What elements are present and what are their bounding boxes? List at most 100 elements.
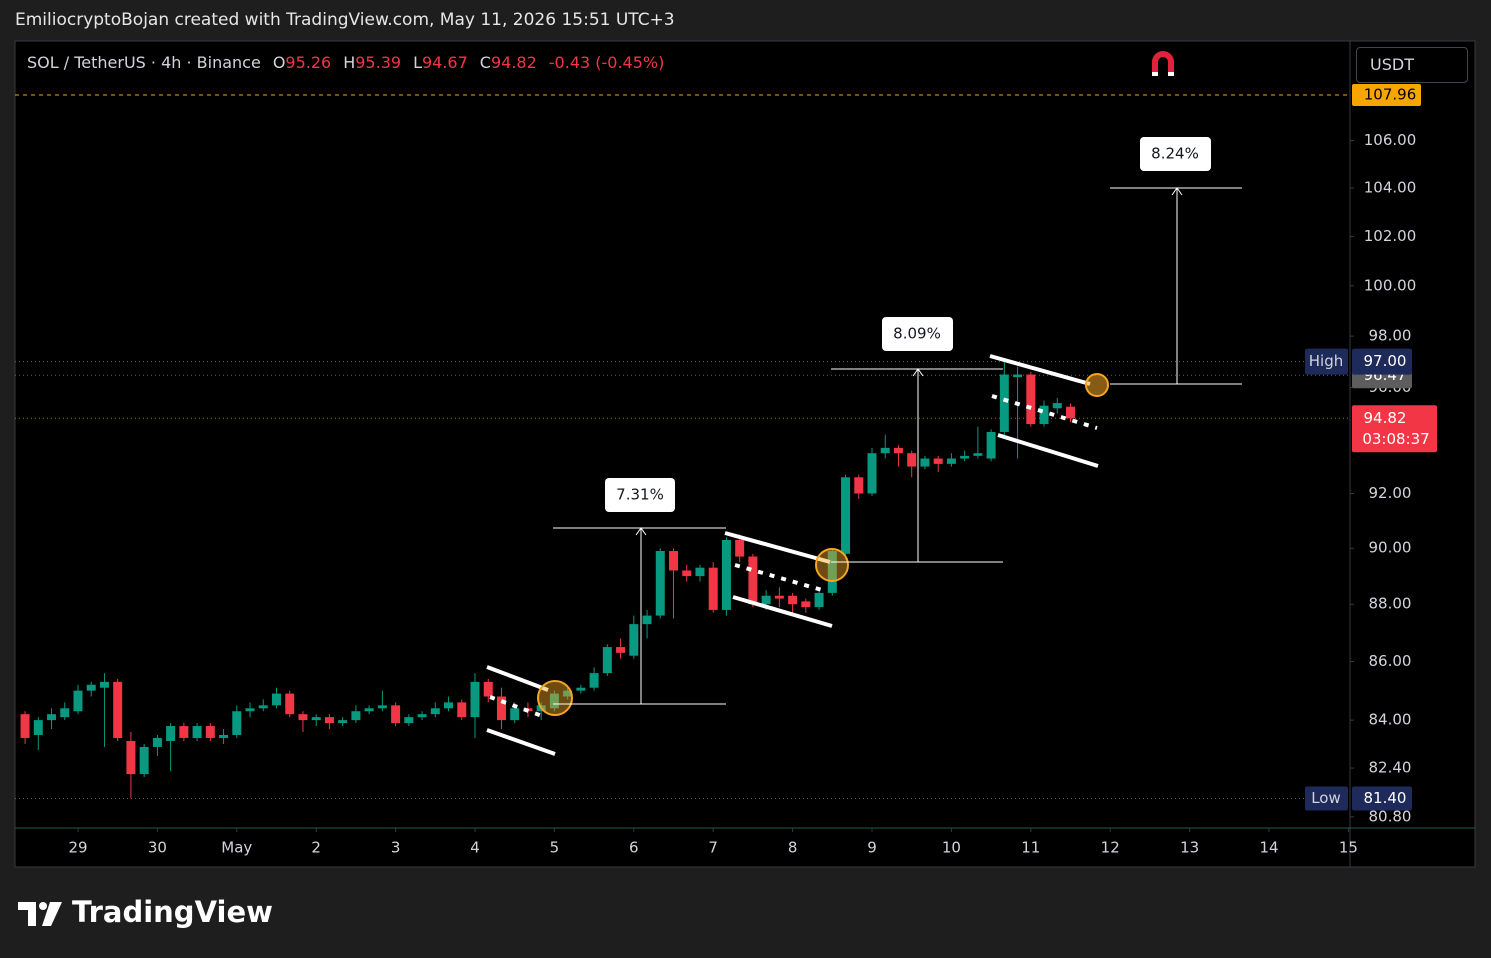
candle-body xyxy=(271,693,281,706)
y-tick-label: 84.00 xyxy=(1369,711,1412,729)
candle-body xyxy=(893,447,903,454)
candle-body xyxy=(1066,406,1076,419)
candle-body xyxy=(457,702,467,718)
flag-mid xyxy=(489,695,546,719)
candle-body xyxy=(166,726,176,741)
annotation: 8.24% xyxy=(1151,145,1199,163)
brand-logo xyxy=(39,902,47,910)
candle-body xyxy=(827,551,837,593)
drawings xyxy=(486,187,1242,756)
candle-body xyxy=(907,453,917,467)
candle-body xyxy=(841,477,851,554)
x-tick-label: 15 xyxy=(1339,839,1358,857)
annotation-box xyxy=(1140,137,1211,171)
candle-body xyxy=(761,595,771,605)
candle-body xyxy=(391,705,401,724)
candle-body xyxy=(669,551,679,571)
breakout-circle xyxy=(537,680,573,716)
x-tick-label: 8 xyxy=(788,839,798,857)
last-price-bg xyxy=(1352,405,1437,453)
x-tick-label: 10 xyxy=(942,839,961,857)
x-tick-label: 13 xyxy=(1180,839,1199,857)
y-tick-label: 86.00 xyxy=(1369,652,1412,670)
candle-body xyxy=(113,681,123,738)
magnet-tip xyxy=(1152,72,1158,76)
x-tick-label: 12 xyxy=(1101,839,1120,857)
legend-value: 94.82 xyxy=(490,53,537,72)
candle-body xyxy=(854,477,864,494)
candle-body xyxy=(298,714,308,721)
legend-key: C xyxy=(479,53,491,72)
candle-body xyxy=(563,690,573,697)
candle-body xyxy=(946,458,956,464)
annotation-box xyxy=(882,317,953,351)
candle-body xyxy=(867,453,877,494)
low-label-bg xyxy=(1352,786,1412,811)
candle-body xyxy=(801,601,811,608)
brand-logo xyxy=(18,902,36,926)
candle-body xyxy=(589,673,599,688)
candle-body xyxy=(73,690,83,712)
candle-body xyxy=(404,717,414,724)
candle-body xyxy=(920,458,930,467)
y-tick-label: 102.00 xyxy=(1364,227,1417,245)
candle-body xyxy=(99,681,109,688)
magnet xyxy=(1152,51,1174,76)
credit: EmiliocryptoBojan created with TradingVi… xyxy=(15,10,675,30)
flag-line xyxy=(989,354,1091,386)
x-tick-label: 7 xyxy=(708,839,718,857)
magnet-icon xyxy=(1152,51,1174,76)
low-tag-bg xyxy=(1305,786,1348,811)
candle-body xyxy=(616,647,626,653)
x-tick-label: 9 xyxy=(867,839,877,857)
candle-body xyxy=(735,539,745,557)
y-tick-label: 82.40 xyxy=(1369,759,1412,777)
candle-body xyxy=(444,702,454,709)
arrow-head xyxy=(1171,187,1183,196)
candle-body xyxy=(60,708,70,718)
candle-body xyxy=(602,647,612,674)
candle-body xyxy=(788,595,798,605)
annotation: 8.09% xyxy=(893,325,941,343)
candle-body xyxy=(139,746,149,775)
legend-key: O xyxy=(272,53,286,72)
flag-line xyxy=(724,531,831,564)
legend: SOL / TetherUS · 4h · Binance O 95.26 H 95… xyxy=(27,53,664,72)
candle-body xyxy=(417,714,427,718)
candle-body xyxy=(311,717,321,721)
annotation: 7.31% xyxy=(616,486,664,504)
candle-body xyxy=(47,714,57,721)
low-label: 81.40 xyxy=(1364,789,1407,807)
annotation-box xyxy=(605,478,675,512)
candle-body xyxy=(721,539,731,610)
x-tick-label: 11 xyxy=(1021,839,1040,857)
alert-label-bg xyxy=(1352,83,1421,106)
candle-body xyxy=(1052,403,1062,409)
candle-body xyxy=(126,740,136,775)
high-label: 97.00 xyxy=(1364,352,1407,370)
candle-body xyxy=(377,705,387,709)
y-tick-label: 92.00 xyxy=(1369,484,1412,502)
y-tick-label: 106.00 xyxy=(1364,131,1417,149)
candle-body xyxy=(695,567,705,577)
arrow-head xyxy=(635,527,647,536)
candle-body xyxy=(338,720,348,724)
last-price-label: 94.82 xyxy=(1364,409,1407,427)
low-tag: Low xyxy=(1311,789,1341,807)
high-label-bg xyxy=(1352,348,1412,375)
candle-body xyxy=(510,708,520,721)
arrow-head xyxy=(912,368,924,377)
y-tick-label: 100.00 xyxy=(1364,276,1417,294)
annotation-boxes: 7.31% 8.09% 8.24% xyxy=(605,137,1211,512)
y-tick-label: 90.00 xyxy=(1369,539,1412,557)
x-tick-label: May xyxy=(221,839,252,857)
candle-body xyxy=(655,551,665,616)
x-tick-label: 6 xyxy=(629,839,639,857)
currency-button[interactable]: USDT xyxy=(1356,47,1468,83)
brand: TradingView xyxy=(18,895,273,929)
high-tag-bg xyxy=(1305,348,1348,375)
candle-body xyxy=(1013,374,1023,378)
brand-name: TradingView xyxy=(72,895,273,929)
y-tick-label: 104.00 xyxy=(1364,179,1417,197)
